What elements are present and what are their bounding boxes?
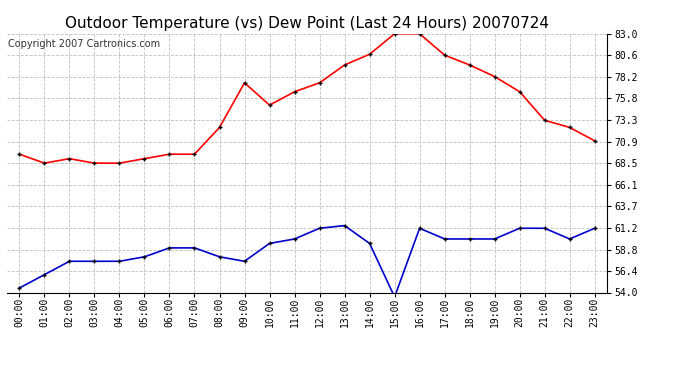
Text: Copyright 2007 Cartronics.com: Copyright 2007 Cartronics.com bbox=[8, 39, 160, 49]
Title: Outdoor Temperature (vs) Dew Point (Last 24 Hours) 20070724: Outdoor Temperature (vs) Dew Point (Last… bbox=[65, 16, 549, 31]
